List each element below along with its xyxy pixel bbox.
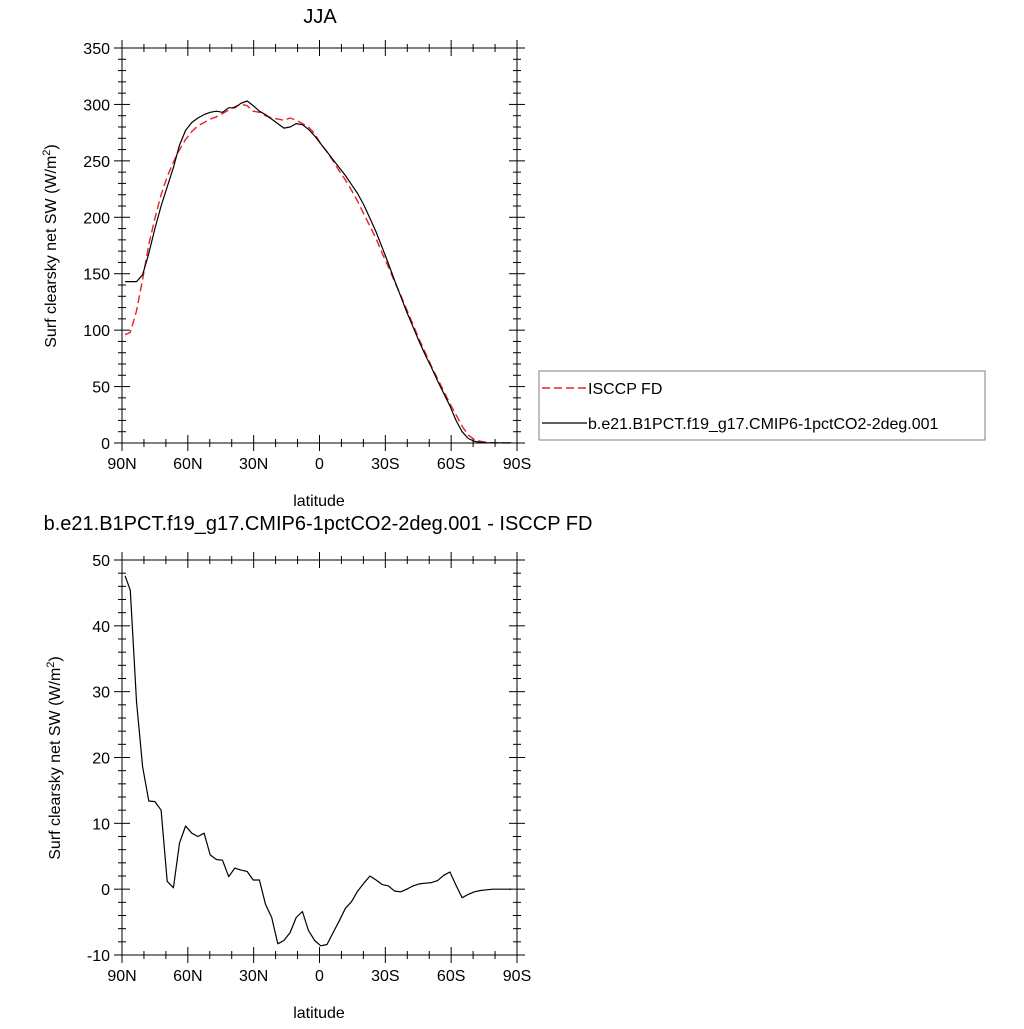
top-y-tick-label: 200 [83,210,110,227]
top-x-tick-label: 90N [107,456,136,473]
legend: ISCCP FD b.e21.B1PCT.f19_g17.CMIP6-1pctC… [538,370,986,441]
legend-label-isccp: ISCCP FD [588,381,662,398]
bottom-y-tick-label: 40 [92,619,110,636]
bottom-y-axis-label: Surf clearsky net SW (W/m2) [45,656,64,859]
top-chart-title: JJA [303,6,337,28]
top-y-tick-label: 150 [83,267,110,284]
legend-box [538,370,986,441]
top-x-tick-label: 0 [315,456,324,473]
top-y-tick-label: 100 [83,323,110,340]
bottom-series-lines [124,575,512,947]
top-series-lines [124,100,512,444]
bottom-x-tick-label: 90S [503,968,531,985]
top-x-tick-label: 60N [173,456,202,473]
bottom-x-tick-label: 90N [107,968,136,985]
bottom-series-line-0 [124,575,512,947]
bottom-y-tick-label: 20 [92,751,110,768]
bottom-x-tick-label: 60S [437,968,465,985]
bottom-y-tick-label: 10 [92,816,110,833]
top-x-tick-label: 60S [437,456,465,473]
top-x-tick-label: 90S [503,456,531,473]
bottom-x-tick-label: 30S [371,968,399,985]
top-series-line-1 [125,100,512,444]
top-series-line-0 [124,103,512,444]
bottom-x-tick-label: 60N [173,968,202,985]
top-chart-panel: JJA 90N 60N 30N 0 30S 60S 90S 0 50 100 150 200 250 30… [41,6,531,510]
bottom-axis-ticks: 90N 60N 30N 0 30S 60S 90S -10 0 10 20 30 40 50 [87,552,531,985]
top-y-tick-label: 300 [83,97,110,114]
bottom-x-axis-label: latitude [293,1005,345,1022]
top-x-tick-label: 30S [371,456,399,473]
bottom-x-tick-label: 0 [315,968,324,985]
bottom-chart-title: b.e21.B1PCT.f19_g17.CMIP6-1pctCO2-2deg.0… [44,513,593,535]
bottom-y-tick-label: 30 [92,685,110,702]
top-y-tick-label: 350 [83,41,110,58]
legend-label-model: b.e21.B1PCT.f19_g17.CMIP6-1pctCO2-2deg.0… [588,416,939,433]
bottom-y-tick-label: 0 [101,882,110,899]
bottom-x-tick-label: 30N [239,968,268,985]
bottom-chart-panel: b.e21.B1PCT.f19_g17.CMIP6-1pctCO2-2deg.0… [44,513,593,1022]
top-y-axis-label: Surf clearsky net SW (W/m2) [41,144,60,347]
bottom-y-tick-label: -10 [87,948,110,965]
bottom-y-tick-label: 50 [92,553,110,570]
top-x-axis-label: latitude [293,493,345,510]
top-y-tick-label: 0 [101,436,110,453]
top-y-tick-label: 50 [92,380,110,397]
top-x-tick-label: 30N [239,456,268,473]
top-y-tick-label: 250 [83,154,110,171]
top-axis-ticks: 90N 60N 30N 0 30S 60S 90S 0 50 100 150 200 250 300 350 [83,40,531,473]
